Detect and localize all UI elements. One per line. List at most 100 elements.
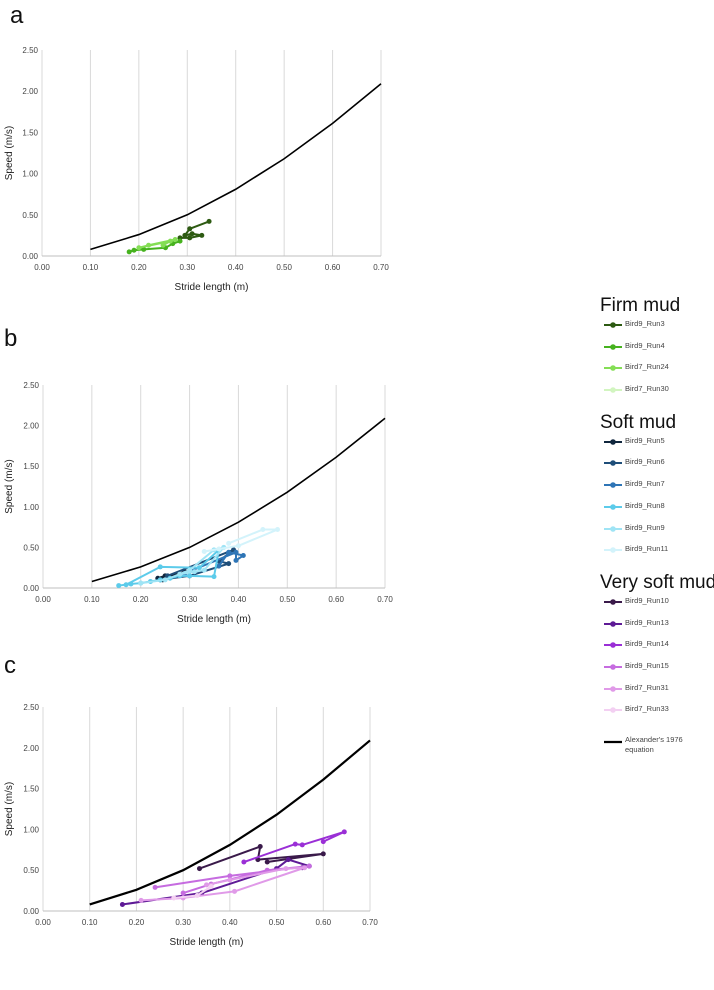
legend-item: Bird9_Run14 [600, 638, 714, 660]
x-tick-label: 0.30 [179, 263, 195, 272]
legend-swatch [604, 642, 622, 649]
data-point [116, 583, 122, 589]
legend-group-title: Very soft mud [600, 571, 714, 593]
x-tick-label: 0.10 [84, 595, 100, 604]
legend-item: Bird9_Run13 [600, 617, 714, 639]
x-tick-label: 0.50 [269, 918, 285, 927]
y-tick-label: 0.50 [22, 211, 38, 220]
legend-item: Bird9_Run10 [600, 595, 714, 617]
legend-item-equation: Alexander's 1976 equation [600, 735, 714, 765]
legend-item: Bird9_Run9 [600, 522, 714, 544]
data-point [189, 231, 195, 237]
data-point [172, 237, 178, 243]
data-point [196, 565, 202, 571]
legend-item-label: Bird9_Run5 [625, 435, 665, 445]
x-axis-title: Stride length (m) [177, 614, 251, 625]
data-point [226, 549, 232, 555]
y-tick-label: 1.50 [22, 128, 38, 137]
data-point [187, 235, 193, 241]
x-tick-label: 0.10 [82, 918, 98, 927]
x-tick-label: 0.20 [131, 263, 147, 272]
series-line [141, 866, 306, 902]
legend-swatch [604, 482, 622, 488]
data-point [126, 249, 132, 255]
data-point [187, 567, 193, 573]
data-point [128, 581, 134, 587]
data-point [208, 884, 214, 890]
data-point [292, 841, 298, 847]
y-axis-title: Speed (m/s) [4, 126, 15, 180]
x-tick-label: 0.60 [328, 595, 344, 604]
data-point [196, 866, 202, 872]
series-line [184, 551, 245, 575]
x-axis-title: Stride length (m) [175, 282, 249, 293]
data-point [302, 865, 308, 871]
legend-item: Bird9_Run4 [600, 340, 714, 362]
legend-equation-label: Alexander's 1976 equation [625, 735, 683, 754]
x-tick-label: 0.30 [175, 918, 191, 927]
legend-item: Bird9_Run7 [600, 478, 714, 500]
data-point [146, 242, 152, 248]
legend-swatch [604, 525, 622, 532]
data-point [233, 549, 239, 555]
legend-item: Bird7_Run30 [600, 383, 714, 405]
panel-letter-a: a [10, 2, 24, 29]
x-tick-label: 0.00 [35, 918, 51, 927]
data-point [320, 839, 326, 845]
x-tick-label: 0.70 [362, 918, 378, 927]
x-axis-title: Stride length (m) [170, 937, 244, 948]
x-tick-label: 0.20 [129, 918, 145, 927]
data-point [211, 574, 217, 580]
legend-group-title: Soft mud [600, 411, 677, 433]
data-point [275, 527, 281, 533]
reference-curve [90, 83, 382, 251]
x-tick-label: 0.40 [222, 918, 238, 927]
data-point [191, 569, 197, 575]
legend-item-label: Bird9_Run4 [625, 340, 665, 350]
legend-item-label: Bird7_Run31 [625, 682, 669, 692]
legend-swatch [604, 664, 622, 670]
data-point [201, 567, 207, 573]
legend-item: Bird7_Run33 [600, 703, 714, 725]
y-tick-label: 2.50 [23, 381, 39, 390]
y-tick-label: 1.50 [23, 462, 39, 471]
data-point [320, 851, 326, 857]
legend-item-label: Bird9_Run15 [625, 660, 669, 670]
data-point [204, 882, 209, 888]
legend-item: Bird9_Run15 [600, 660, 714, 682]
data-point [226, 540, 232, 546]
legend-swatch [604, 707, 622, 714]
panel-letter-c: c [4, 652, 16, 679]
data-point [131, 247, 137, 253]
y-tick-label: 2.00 [23, 744, 39, 753]
data-point [227, 877, 233, 883]
legend-item-label: Bird9_Run3 [625, 319, 665, 328]
legend-item-label: Bird9_Run11 [625, 544, 669, 554]
data-point [235, 543, 241, 549]
y-tick-label: 1.50 [23, 785, 39, 794]
chart-panel-b: 0.00 0.50 1.00 1.50 2.00 2.50 0.00 0.10 0.20 0.30… [4, 381, 393, 625]
y-tick-label: 2.50 [23, 703, 39, 712]
data-point [177, 571, 183, 577]
y-tick-label: 1.00 [23, 503, 39, 512]
y-tick-label: 2.00 [23, 422, 39, 431]
data-point [227, 873, 233, 879]
legend-item-label: Bird9_Run9 [625, 522, 665, 532]
y-axis-title: Speed (m/s) [4, 782, 15, 836]
x-tick-label: 0.60 [315, 918, 331, 927]
chart-panel-a: 0.00 0.50 1.00 1.50 2.00 2.50 0.00 0.10 0.20 0.30… [4, 46, 389, 293]
legend-item-label: Bird9_Run14 [625, 639, 669, 649]
data-point [194, 892, 200, 898]
data-point [187, 573, 193, 579]
data-point [264, 859, 270, 865]
data-point [177, 238, 183, 244]
data-point [206, 218, 212, 224]
legend: Firm mud Bird9_Run3 Bird9_Run4 Bird7_Run24 B… [600, 294, 714, 765]
legend-swatch [604, 343, 622, 350]
data-point [162, 577, 168, 583]
panel-letter-b: b [4, 325, 18, 352]
data-point [182, 232, 188, 238]
x-tick-label: 0.50 [279, 595, 295, 604]
y-tick-label: 1.00 [22, 170, 38, 179]
data-point [285, 857, 291, 863]
